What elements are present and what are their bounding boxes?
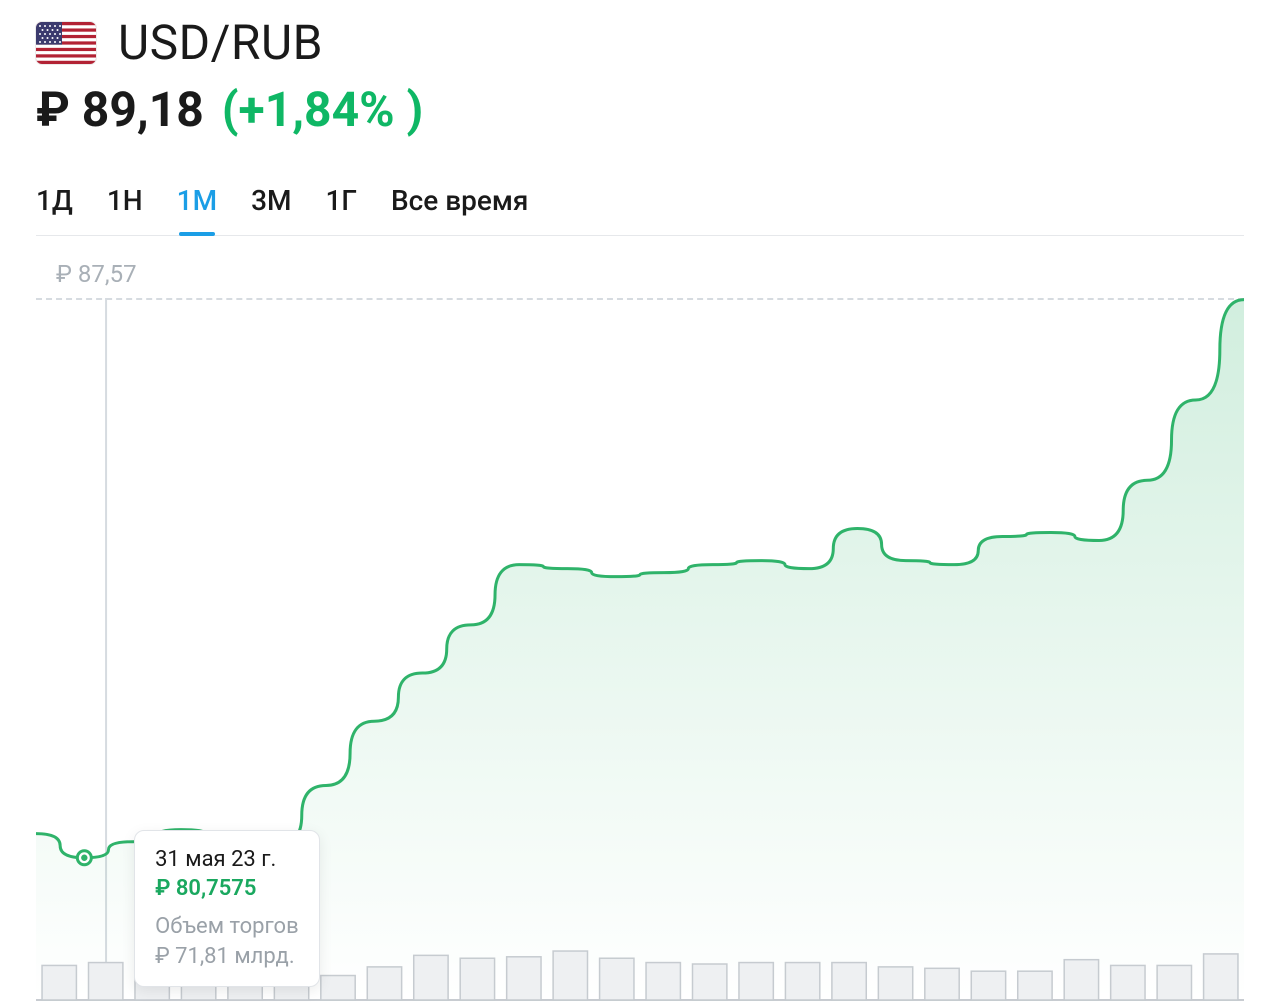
tooltip-volume-value: ₽ 71,81 млрд.: [155, 942, 299, 972]
pair-name: USD/RUB: [118, 14, 323, 71]
price-change: (+1,84% ): [222, 81, 424, 138]
y-max-label: ₽ 87,57: [56, 260, 137, 288]
header: USD/RUB: [36, 14, 1244, 71]
tab-period[interactable]: 1Д: [36, 184, 73, 235]
chart-area[interactable]: ₽ 87,57 31 мая 23 г. ₽ 80,7575 Объем тор…: [36, 260, 1244, 1006]
tab-period[interactable]: Все время: [391, 184, 528, 235]
tab-period[interactable]: 1Г: [325, 184, 357, 235]
us-flag-icon: [36, 22, 96, 64]
tab-period[interactable]: 3М: [251, 184, 291, 235]
tooltip-date: 31 мая 23 г.: [155, 845, 299, 875]
price-row: ₽ 89,18 (+1,84% ): [36, 81, 1244, 138]
current-price: ₽ 89,18: [36, 81, 204, 138]
hover-tooltip: 31 мая 23 г. ₽ 80,7575 Объем торгов ₽ 71…: [134, 830, 320, 987]
period-tabs: 1Д 1Н 1М 3М 1Г Все время: [36, 184, 1244, 236]
currency-widget: USD/RUB ₽ 89,18 (+1,84% ) 1Д 1Н 1М 3М 1Г Все …: [0, 0, 1280, 1002]
tooltip-price: ₽ 80,7575: [155, 874, 299, 904]
tab-period[interactable]: 1М: [177, 184, 217, 235]
tooltip-volume-label: Объем торгов: [155, 912, 299, 942]
tab-period[interactable]: 1Н: [107, 184, 143, 235]
